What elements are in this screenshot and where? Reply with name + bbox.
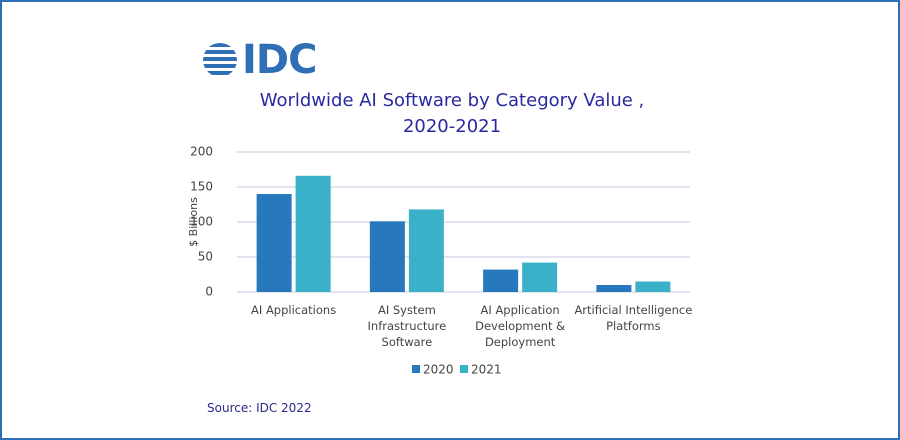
x-tick-label: AI System Infrastructure Software — [367, 303, 447, 349]
y-tick-label: 200 — [190, 145, 213, 159]
bar — [369, 221, 405, 292]
bar — [483, 269, 519, 292]
logo-globe — [203, 43, 237, 75]
logo-text: IDC — [242, 37, 317, 83]
bar — [635, 281, 671, 292]
bar — [522, 262, 558, 292]
legend-swatch — [460, 365, 468, 373]
bar — [256, 194, 292, 292]
bar — [596, 285, 632, 292]
legend-label: 2021 — [471, 363, 502, 377]
source-note: Source: IDC 2022 — [207, 401, 312, 415]
legend-label: 2020 — [423, 363, 454, 377]
y-tick-label: 0 — [205, 285, 213, 299]
bar — [295, 175, 331, 292]
chart-title: Worldwide AI Software by Category Value … — [259, 90, 645, 137]
x-tick-label: AI Application Development & Deployment — [475, 303, 566, 349]
y-tick-label: 100 — [190, 215, 213, 229]
bar — [408, 209, 444, 292]
x-tick-label: Artificial Intelligence Platforms — [574, 303, 693, 333]
y-tick-label: 150 — [190, 180, 213, 194]
y-axis-label: $ Billions — [187, 197, 200, 247]
x-tick-label: AI Applications — [251, 303, 337, 317]
legend-swatch — [412, 365, 420, 373]
y-tick-label: 50 — [198, 250, 213, 264]
